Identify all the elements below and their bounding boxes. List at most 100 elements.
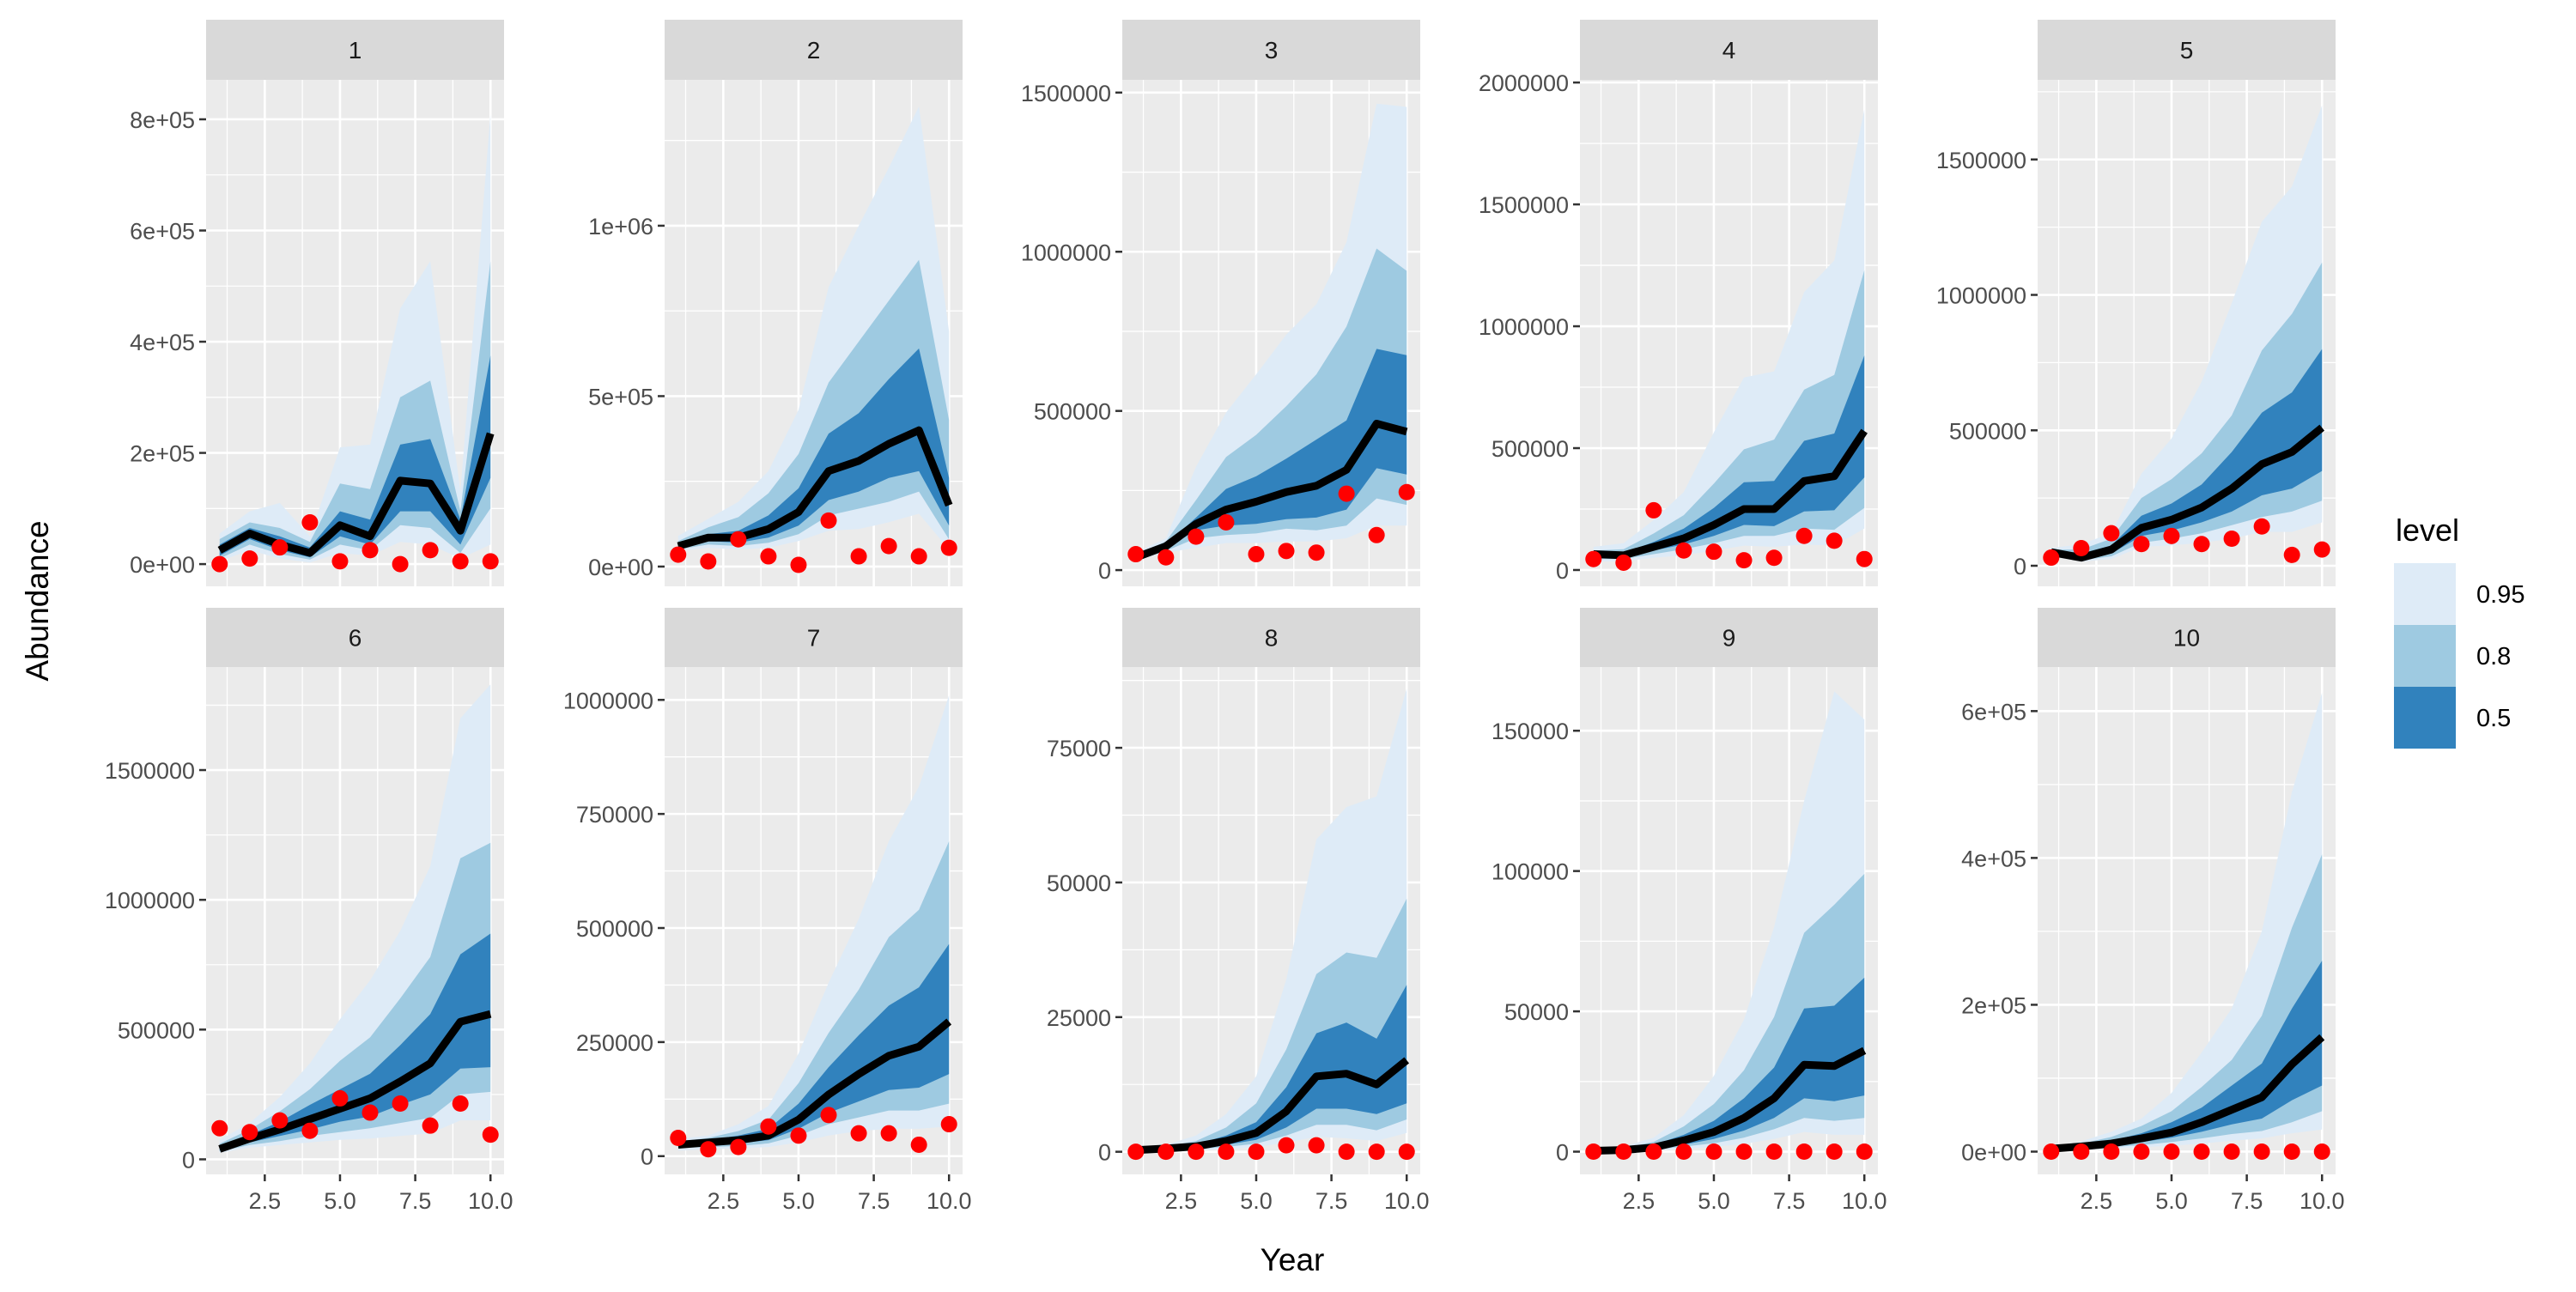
x-tick-label: 2.5	[1623, 1188, 1656, 1214]
panel-6: 6 0 500000 1000000 1500000 2.5 5.0 7.5 10.0	[105, 608, 513, 1214]
observed-point	[392, 555, 409, 573]
legend-label: 0.5	[2476, 705, 2511, 732]
facet-strip	[1580, 20, 1878, 80]
y-tick-label: 0	[182, 1147, 195, 1173]
y-tick-label: 25000	[1047, 1005, 1111, 1031]
facet-strip-label: 1	[349, 37, 362, 64]
ribbon-0.5	[1135, 985, 1407, 1151]
y-tick-label: 75000	[1047, 736, 1111, 761]
observed-point	[211, 555, 228, 573]
observed-point	[2223, 1143, 2240, 1160]
x-tick-label: 5.0	[324, 1188, 356, 1214]
observed-point	[820, 1107, 837, 1124]
observed-point	[1338, 1143, 1355, 1161]
observed-point	[1368, 1143, 1385, 1161]
observed-point	[1856, 1143, 1873, 1161]
facet-strip-label: 9	[1722, 625, 1736, 652]
observed-point	[1735, 552, 1753, 569]
legend-key-0.5	[2394, 687, 2456, 749]
x-tick-label: 10.0	[927, 1188, 972, 1214]
x-tick-label: 7.5	[2231, 1188, 2263, 1214]
y-tick-label: 150000	[1492, 719, 1569, 744]
observed-point	[1585, 550, 1602, 567]
observed-point	[2073, 540, 2090, 557]
observed-point	[850, 1125, 867, 1142]
observed-point	[760, 1118, 777, 1135]
median-line	[1135, 1057, 1410, 1155]
observed-point	[1248, 1143, 1265, 1161]
observed-point	[1278, 1137, 1295, 1154]
observed-point	[910, 548, 927, 565]
panel-10: 10 0e+00 2e+05 4e+05 6e+05 2.5 5.0 7.5 10.0	[1961, 608, 2345, 1214]
observed-point	[2253, 1143, 2270, 1160]
median-line	[1134, 420, 1408, 561]
x-tick-label: 5.0	[782, 1188, 815, 1214]
observed-point	[2073, 1143, 2090, 1160]
observed-point	[1157, 1143, 1175, 1161]
y-tick-label: 1e+06	[588, 214, 653, 240]
facet-strip-label: 5	[2180, 37, 2194, 64]
y-tick-label: 500000	[118, 1017, 195, 1043]
y-tick-label: 2e+05	[130, 441, 195, 467]
observed-point	[1765, 1143, 1783, 1161]
observed-point	[422, 1117, 439, 1134]
y-tick-label: 0e+00	[130, 552, 195, 578]
facet-strip-label: 7	[807, 625, 821, 652]
facet-strip-label: 4	[1722, 37, 1736, 64]
observed-point	[2283, 546, 2300, 563]
observed-point	[790, 1127, 807, 1144]
legend: level 0.95 0.8 0.5	[2394, 513, 2524, 749]
ribbon-0.5	[219, 933, 491, 1150]
observed-point	[670, 1129, 687, 1146]
ribbon-0.5	[1593, 355, 1865, 558]
facet-strip-label: 2	[807, 37, 821, 64]
x-tick-label: 10.0	[1384, 1188, 1430, 1214]
y-tick-label: 4e+05	[130, 330, 195, 355]
x-tick-label: 2.5	[249, 1188, 282, 1214]
legend-label: 0.8	[2476, 643, 2511, 670]
observed-point	[2283, 1143, 2300, 1160]
observed-point	[1398, 483, 1415, 500]
observed-point	[2043, 1143, 2060, 1160]
legend-key-0.8	[2394, 625, 2456, 687]
observed-point	[1398, 1143, 1415, 1161]
ribbon-0.5	[677, 348, 950, 549]
observed-point	[700, 553, 717, 570]
observed-point	[331, 1089, 349, 1107]
y-tick-label: 0	[1556, 558, 1569, 584]
x-tick-label: 7.5	[858, 1188, 890, 1214]
observed-point	[1826, 1143, 1843, 1161]
facet-panels: 1 0e+00 2e+05 4e+05 6e+05 8e+05 2 0e+00 5e+05 1e+…	[105, 20, 2345, 1214]
x-tick-label: 2.5	[1165, 1188, 1198, 1214]
panel-3: 3 0 500000 1000000 1500000	[1021, 20, 1420, 586]
observed-point	[1308, 544, 1325, 561]
y-tick-label: 1500000	[1936, 148, 2026, 173]
observed-point	[2043, 549, 2060, 567]
observed-point	[880, 1125, 897, 1142]
observed-point	[1856, 550, 1873, 567]
facet-strip	[1580, 608, 1878, 667]
observed-point	[2223, 530, 2240, 547]
ribbon-0.5	[219, 355, 491, 558]
observed-point	[241, 550, 258, 567]
observed-point	[880, 537, 897, 555]
median-line	[677, 1018, 952, 1149]
observed-point	[1188, 1143, 1205, 1161]
y-tick-label: 500000	[1492, 436, 1569, 462]
y-tick-label: 100000	[1492, 859, 1569, 885]
y-tick-label: 2e+05	[1961, 992, 2026, 1018]
y-tick-label: 6e+05	[1961, 699, 2026, 725]
observed-point	[452, 553, 469, 570]
x-axis-title: Year	[1261, 1242, 1325, 1277]
facet-strip	[1122, 608, 1420, 667]
observed-point	[482, 1126, 499, 1143]
observed-point	[1615, 554, 1632, 571]
panel-8: 8 0 25000 50000 75000 2.5 5.0 7.5 10.0	[1047, 608, 1430, 1214]
observed-point	[1308, 1137, 1325, 1154]
facet-strip-label: 10	[2173, 625, 2200, 652]
observed-point	[2103, 1143, 2120, 1160]
y-tick-label: 500000	[576, 916, 653, 942]
facet-strip	[665, 608, 963, 667]
y-tick-label: 1000000	[1479, 314, 1569, 340]
